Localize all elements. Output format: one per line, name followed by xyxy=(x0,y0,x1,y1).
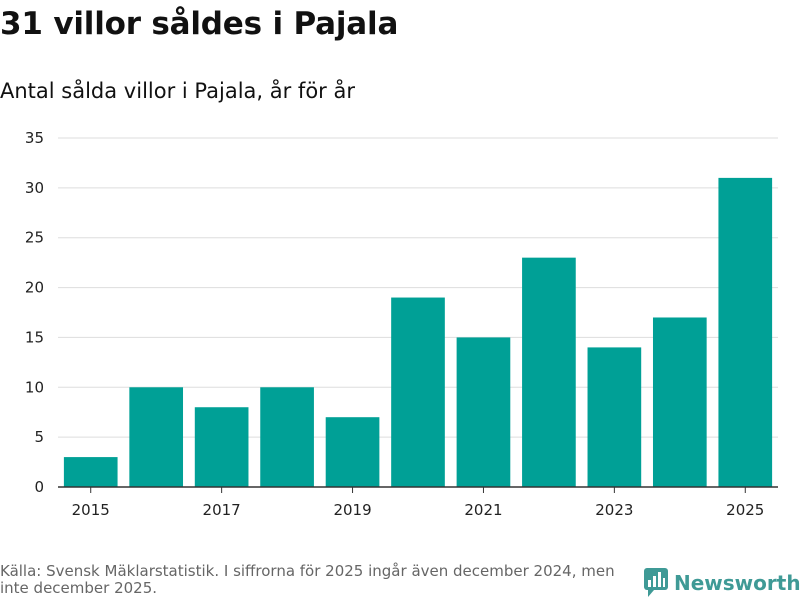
bar-2018 xyxy=(260,387,314,487)
bar-2021 xyxy=(456,337,511,487)
source-note: Källa: Svensk Mäklarstatistik. I siffror… xyxy=(0,562,615,597)
bar-2015 xyxy=(63,457,118,487)
chart-subtitle: Antal sålda villor i Pajala, år för år xyxy=(0,79,355,103)
bar-2025 xyxy=(718,177,773,487)
brand-logo: Newsworthy xyxy=(644,568,800,598)
newsworthy-logo-icon xyxy=(644,568,668,597)
bar-2019 xyxy=(325,417,380,487)
x-axis-tick-labels: 2015 2017 2019 2021 2023 2025 xyxy=(72,487,764,519)
y-tick-label: 20 xyxy=(25,279,44,297)
x-tick-label: 2023 xyxy=(595,501,633,519)
x-tick-label: 2015 xyxy=(72,501,110,519)
y-axis-tick-labels: 0 5 10 15 20 25 30 35 xyxy=(25,129,44,496)
bars xyxy=(63,177,773,487)
y-tick-label: 10 xyxy=(25,378,44,396)
x-tick-label: 2019 xyxy=(333,501,371,519)
bar-2023 xyxy=(587,347,642,487)
y-tick-label: 25 xyxy=(25,229,44,247)
x-tick-label: 2025 xyxy=(726,501,764,519)
y-tick-label: 35 xyxy=(25,129,44,147)
bar-2017 xyxy=(194,407,249,487)
y-tick-label: 15 xyxy=(25,328,44,346)
bar-2016 xyxy=(129,387,184,487)
bar-2022 xyxy=(522,257,576,487)
y-tick-label: 5 xyxy=(34,428,44,446)
y-tick-label: 0 xyxy=(34,478,44,496)
x-tick-label: 2017 xyxy=(203,501,241,519)
x-tick-label: 2021 xyxy=(464,501,502,519)
chart-title: 31 villor såldes i Pajala xyxy=(0,6,399,42)
y-tick-label: 30 xyxy=(25,179,44,197)
bar-2024 xyxy=(652,317,707,487)
brand-name: Newsworthy xyxy=(674,571,800,595)
bar-2020 xyxy=(391,297,445,487)
